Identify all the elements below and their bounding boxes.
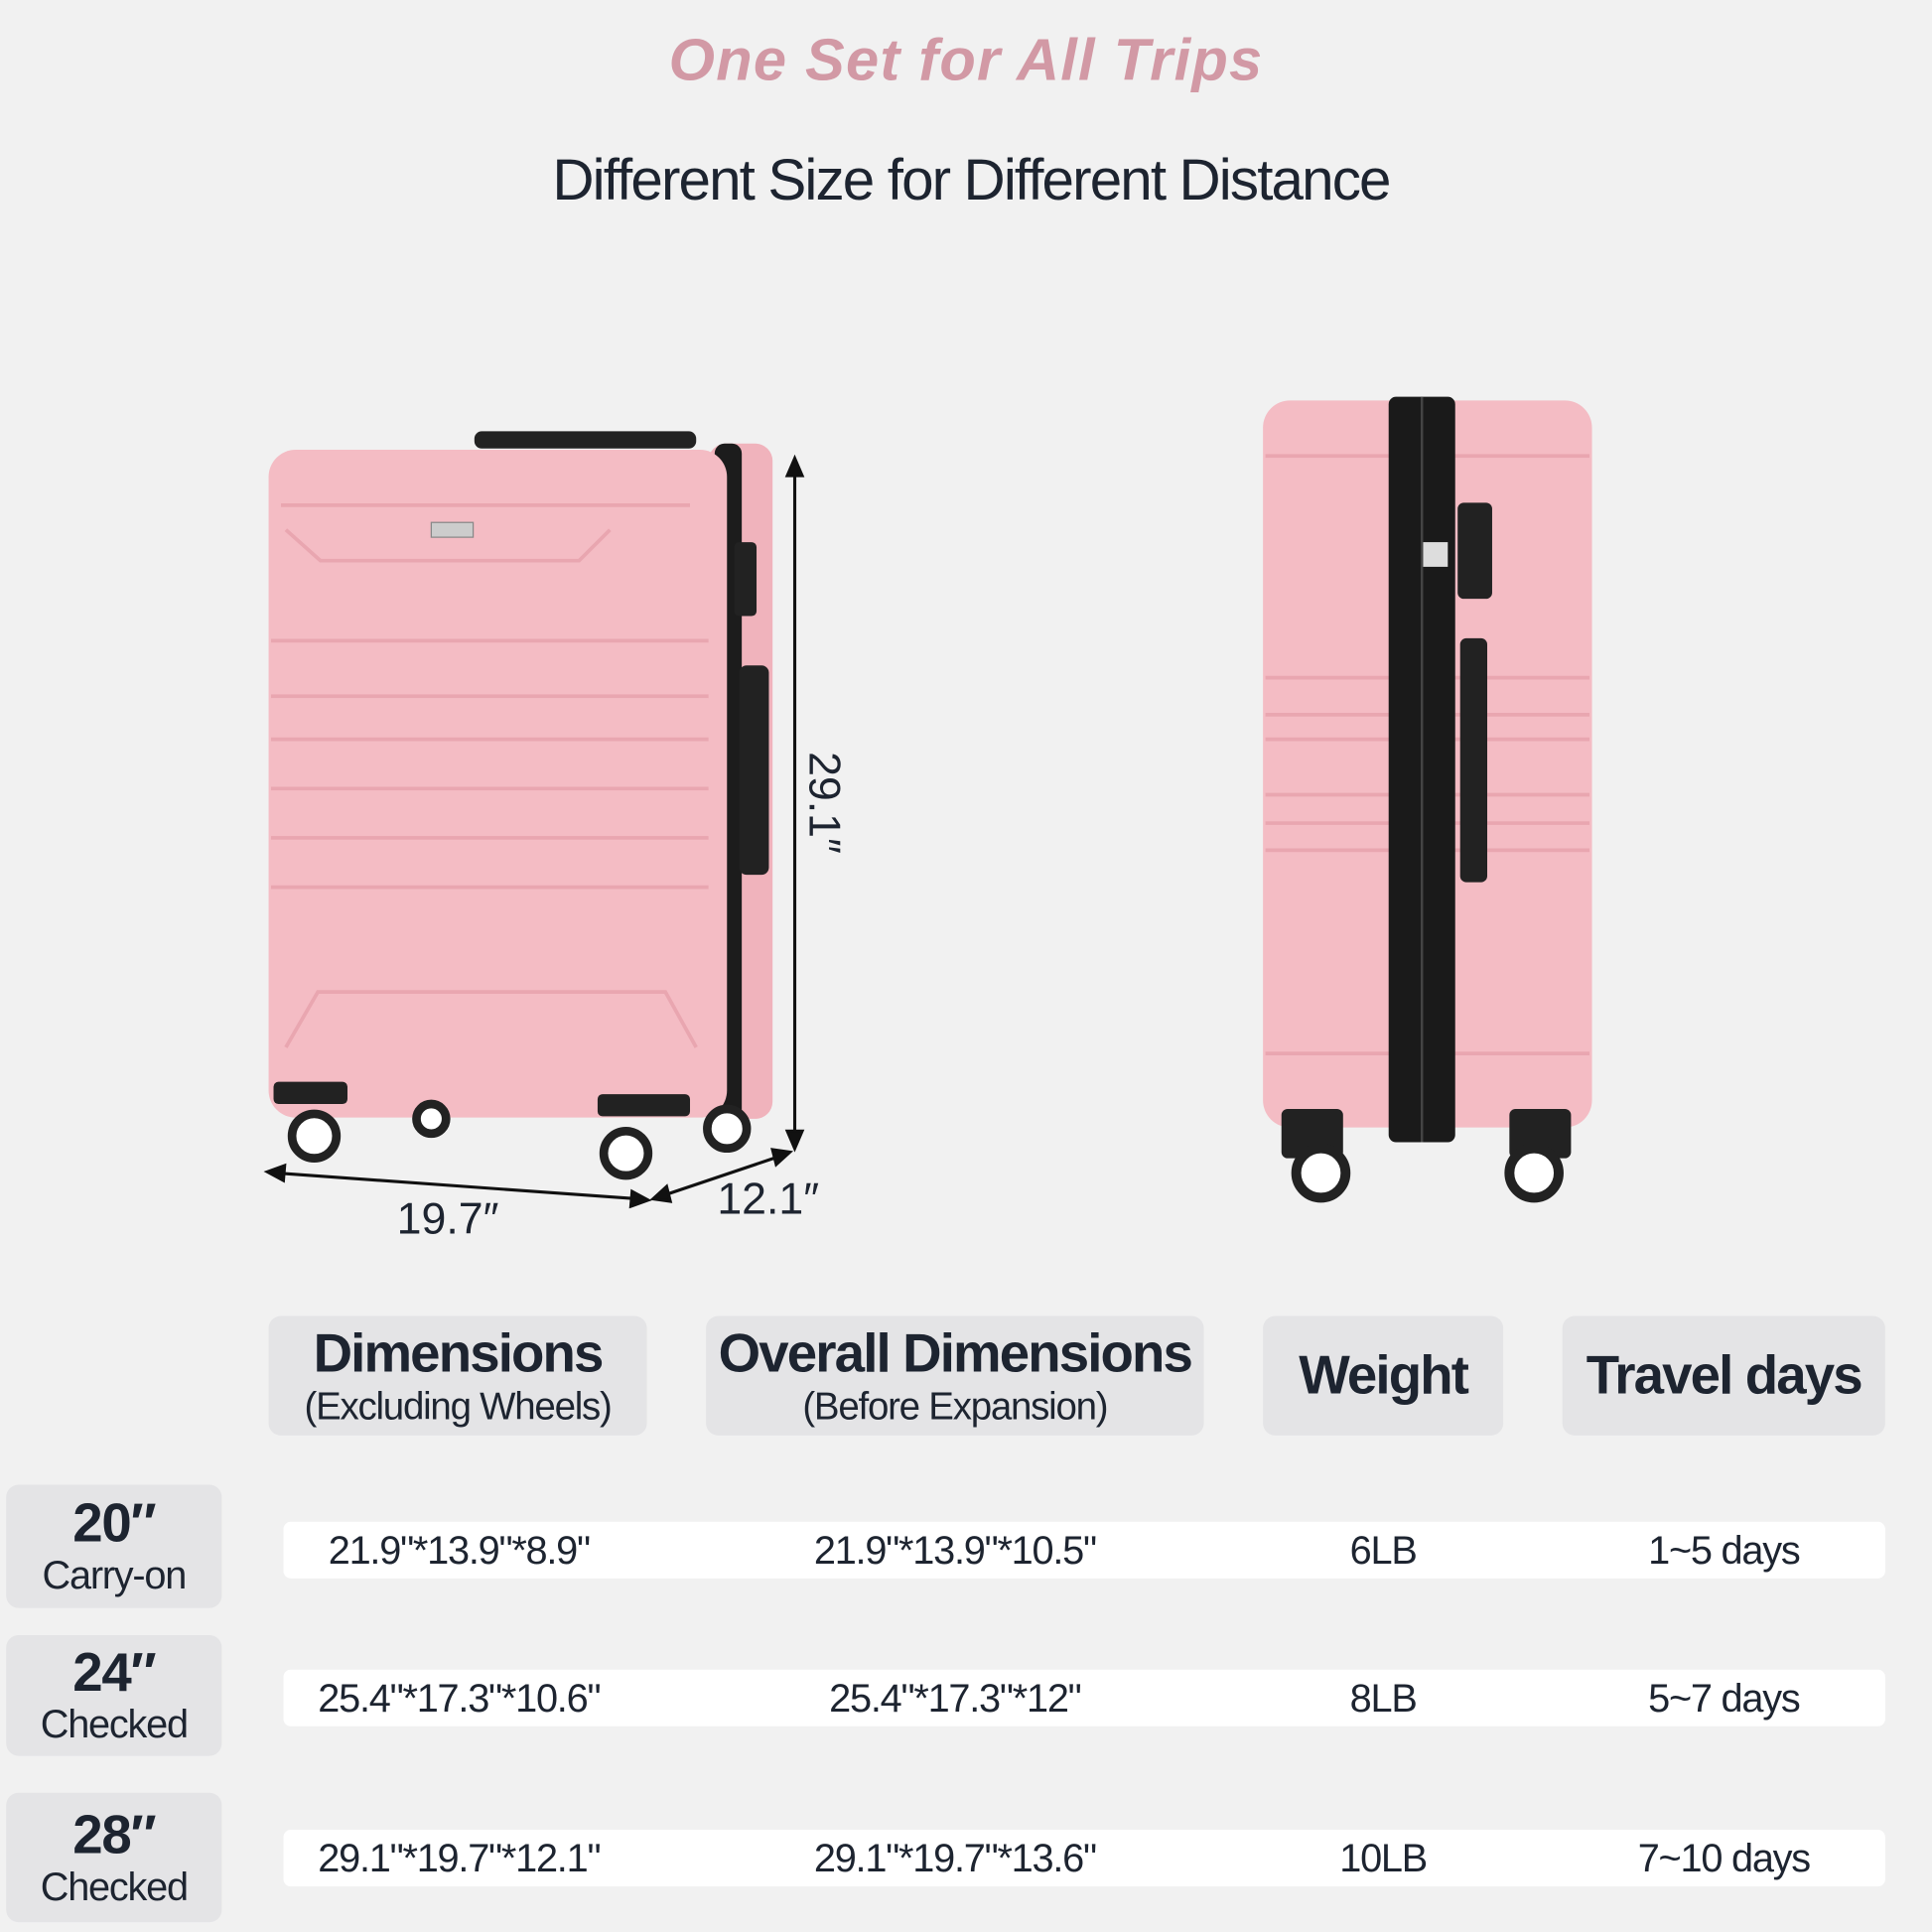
header-weight: Weight [1263,1315,1504,1436]
header-travel-days: Travel days [1562,1315,1885,1436]
header-main: Weight [1299,1344,1469,1406]
header-sub: (Excluding Wheels) [304,1384,613,1428]
header-dimensions: Dimensions (Excluding Wheels) [268,1315,647,1436]
suitcase-front-view [268,431,773,1180]
type: Checked [40,1863,189,1908]
cell-weight: 6LB [1349,1527,1418,1573]
row-label-24: 24″ Checked [6,1634,222,1756]
suitcase-side-view [1263,396,1592,1203]
size: 20″ [72,1493,156,1555]
cell-dimensions: 29.1"*19.7"*12.1" [318,1836,601,1880]
cell-travel-days: 1~5 days [1648,1527,1801,1573]
cell-travel-days: 5~7 days [1648,1675,1801,1721]
dimension-arrows [263,454,805,1209]
size: 28″ [72,1804,156,1865]
header-sub: (Before Expansion) [802,1384,1108,1428]
suitcase-images [263,396,1592,1209]
cell-weight: 8LB [1349,1675,1418,1721]
cell-weight: 10LB [1339,1836,1428,1880]
cell-overall: 21.9"*13.9"*10.5" [813,1527,1097,1573]
cell-travel-days: 7~10 days [1637,1836,1811,1880]
table-row: 25.4"*17.3"*10.6" 25.4"*17.3"*12" 8LB 5~… [283,1669,1885,1726]
row-label-28: 28″ Checked [6,1792,222,1923]
header-main: Dimensions [313,1322,605,1384]
cell-dimensions: 21.9"*13.9"*8.9" [328,1527,591,1573]
type: Checked [40,1701,189,1746]
header-main: Travel days [1586,1344,1863,1406]
header-overall-dimensions: Overall Dimensions (Before Expansion) [706,1315,1204,1436]
header-main: Overall Dimensions [718,1322,1193,1384]
depth-label: 12.1″ [717,1173,820,1224]
width-label: 19.7″ [396,1192,499,1244]
cell-overall: 29.1"*19.7"*13.6" [813,1836,1097,1880]
type: Carry-on [42,1552,188,1597]
height-label: 29.1″ [799,752,851,854]
size: 24″ [72,1642,156,1704]
title: One Set for All Trips [668,28,1264,94]
subtitle: Different Size for Different Distance [552,146,1391,212]
table-row: 21.9"*13.9"*8.9" 21.9"*13.9"*10.5" 6LB 1… [283,1521,1885,1579]
cell-overall: 25.4"*17.3"*12" [829,1675,1082,1721]
table-row: 29.1"*19.7"*12.1" 29.1"*19.7"*13.6" 10LB… [283,1830,1885,1887]
cell-dimensions: 25.4"*17.3"*10.6" [318,1675,601,1721]
row-label-20: 20″ Carry-on [6,1484,222,1608]
